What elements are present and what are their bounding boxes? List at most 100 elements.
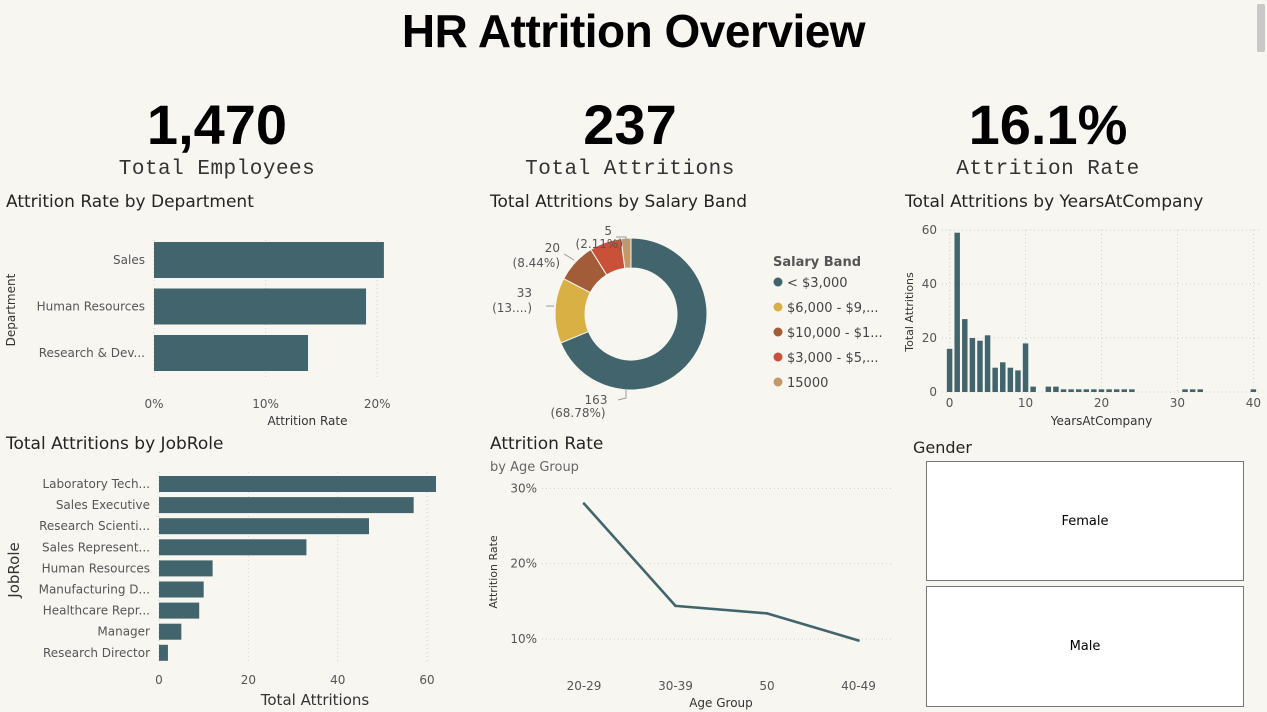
years-bar bbox=[1060, 389, 1067, 392]
years-bar bbox=[1083, 389, 1090, 392]
salary-pct-label: (8.44%) bbox=[513, 256, 560, 270]
dept-x-tick-label: 20% bbox=[364, 397, 391, 411]
years-chart-title: Total Attritions by YearsAtCompany bbox=[905, 192, 1204, 212]
dept-x-axis-label: Attrition Rate bbox=[268, 414, 348, 428]
jobrole-category-label: Research Director bbox=[43, 646, 150, 660]
kpi-attrition-rate-label: Attrition Rate bbox=[956, 158, 1140, 181]
gender-option-female[interactable]: Female bbox=[926, 461, 1244, 581]
years-bar bbox=[984, 335, 991, 392]
years-bar bbox=[1030, 386, 1036, 392]
scrollbar[interactable] bbox=[1257, 4, 1265, 52]
jobrole-x-tick-label: 0 bbox=[155, 673, 163, 687]
gender-option-male-label: Male bbox=[1069, 639, 1101, 654]
years-bar bbox=[954, 232, 960, 392]
age-chart-title: Attrition Rate bbox=[490, 434, 604, 454]
gender-option-male[interactable]: Male bbox=[926, 586, 1244, 707]
jobrole-bar bbox=[159, 602, 200, 619]
salary-legend-swatch bbox=[773, 377, 783, 387]
years-bar bbox=[969, 338, 976, 392]
years-bar bbox=[1022, 343, 1029, 392]
salary-slice bbox=[560, 237, 708, 391]
years-bar bbox=[1068, 389, 1074, 392]
jobrole-attrition-chart: 0 20 40 60 Laboratory Tech... Sales Executive… bbox=[5, 472, 436, 709]
gender-slicer-title: Gender bbox=[913, 438, 972, 457]
dept-category-label: Human Resources bbox=[37, 300, 145, 314]
years-bar bbox=[1113, 389, 1120, 392]
years-bar bbox=[962, 319, 968, 392]
salary-legend-label: 15000 bbox=[787, 376, 828, 391]
years-x-tick-label: 0 bbox=[946, 396, 954, 410]
jobrole-category-label: Research Scienti... bbox=[39, 519, 150, 533]
years-bar bbox=[1091, 389, 1097, 392]
years-x-tick-label: 30 bbox=[1170, 396, 1185, 410]
years-x-axis-label: YearsAtCompany bbox=[1050, 414, 1152, 428]
kpi-total-attritions-label: Total Attritions bbox=[525, 158, 735, 181]
years-bar bbox=[977, 340, 983, 392]
dept-bar bbox=[154, 288, 367, 325]
salary-slice bbox=[620, 237, 632, 269]
years-x-tick-label: 40 bbox=[1246, 396, 1261, 410]
age-point bbox=[674, 604, 677, 608]
age-x-tick-label: 30-39 bbox=[658, 679, 693, 693]
jobrole-bar bbox=[159, 560, 213, 577]
salary-value-label: 33 bbox=[517, 286, 532, 300]
jobrole-bar bbox=[159, 623, 182, 640]
age-point bbox=[582, 502, 586, 505]
years-bar bbox=[1000, 362, 1006, 392]
years-y-axis-label: Total Attritions bbox=[903, 272, 916, 353]
salary-band-donut-chart: 163(68.78%) 33(13....) 20(8.44%) 5(2.11%) Sa… bbox=[492, 224, 883, 420]
jobrole-category-label: Laboratory Tech... bbox=[42, 477, 150, 491]
years-y-tick-label: 20 bbox=[922, 331, 937, 345]
jobrole-bar bbox=[159, 518, 369, 535]
kpi-total-employees-label: Total Employees bbox=[118, 158, 316, 181]
jobrole-chart-title: Total Attritions by JobRole bbox=[6, 434, 224, 454]
jobrole-x-axis-label: Total Attritions bbox=[260, 691, 370, 709]
salary-legend-swatch bbox=[773, 302, 783, 312]
age-group-line-chart: 10% 20% 30% 20-29 30-39 50 40-49 Age Group Attri… bbox=[487, 482, 894, 710]
years-bar bbox=[1015, 370, 1021, 392]
jobrole-bar bbox=[159, 581, 204, 598]
age-y-axis-label: Attrition Rate bbox=[487, 535, 500, 609]
age-series-line bbox=[583, 502, 859, 642]
dept-bar bbox=[154, 242, 384, 278]
jobrole-y-axis-label: JobRole bbox=[5, 542, 23, 598]
age-y-tick-label: 20% bbox=[510, 557, 537, 571]
salary-leader-line bbox=[563, 253, 575, 261]
salary-legend-swatch bbox=[773, 352, 783, 362]
years-bar bbox=[1098, 389, 1105, 392]
age-y-tick-label: 10% bbox=[510, 632, 537, 646]
salary-leader-line bbox=[616, 236, 627, 246]
jobrole-category-label: Human Resources bbox=[42, 561, 150, 575]
salary-legend-swatch bbox=[773, 327, 783, 337]
years-x-tick-label: 20 bbox=[1094, 396, 1109, 410]
age-x-tick-label: 50 bbox=[759, 679, 774, 693]
salary-value-label: 5 bbox=[604, 224, 612, 238]
dept-attrition-chart: 0% 10% 20% Sales Human Resources Research & D… bbox=[4, 240, 391, 428]
jobrole-bar bbox=[159, 539, 307, 556]
years-bar bbox=[1250, 389, 1257, 392]
years-at-company-chart: 0 20 40 60 0 10 20 30 40 YearsAtCompany Total Attr… bbox=[903, 223, 1261, 428]
salary-legend-swatch bbox=[773, 277, 783, 287]
kpi-attrition-rate-value: 16.1% bbox=[968, 93, 1128, 156]
age-x-axis-label: Age Group bbox=[689, 696, 753, 710]
years-bar bbox=[1189, 389, 1196, 392]
kpi-total-employees-value: 1,470 bbox=[146, 93, 288, 156]
years-y-tick-label: 40 bbox=[922, 277, 937, 291]
years-bar bbox=[1197, 389, 1203, 392]
salary-legend-title: Salary Band bbox=[773, 255, 861, 270]
salary-value-label: 163 bbox=[585, 393, 608, 407]
years-bar bbox=[1182, 389, 1188, 392]
dept-category-label: Research & Dev... bbox=[39, 346, 145, 360]
jobrole-category-label: Manager bbox=[97, 625, 150, 639]
age-y-tick-label: 30% bbox=[510, 482, 537, 496]
years-bar bbox=[1007, 367, 1014, 392]
kpi-total-attritions-value: 237 bbox=[583, 93, 677, 156]
age-chart-subtitle: by Age Group bbox=[490, 460, 579, 475]
jobrole-bar bbox=[159, 644, 168, 661]
years-bar bbox=[1075, 389, 1082, 392]
years-x-tick-label: 10 bbox=[1018, 396, 1033, 410]
years-bar bbox=[1053, 386, 1059, 392]
salary-pct-label: (2.11%) bbox=[576, 237, 623, 251]
dept-bar bbox=[154, 335, 309, 371]
jobrole-x-tick-label: 60 bbox=[419, 673, 434, 687]
